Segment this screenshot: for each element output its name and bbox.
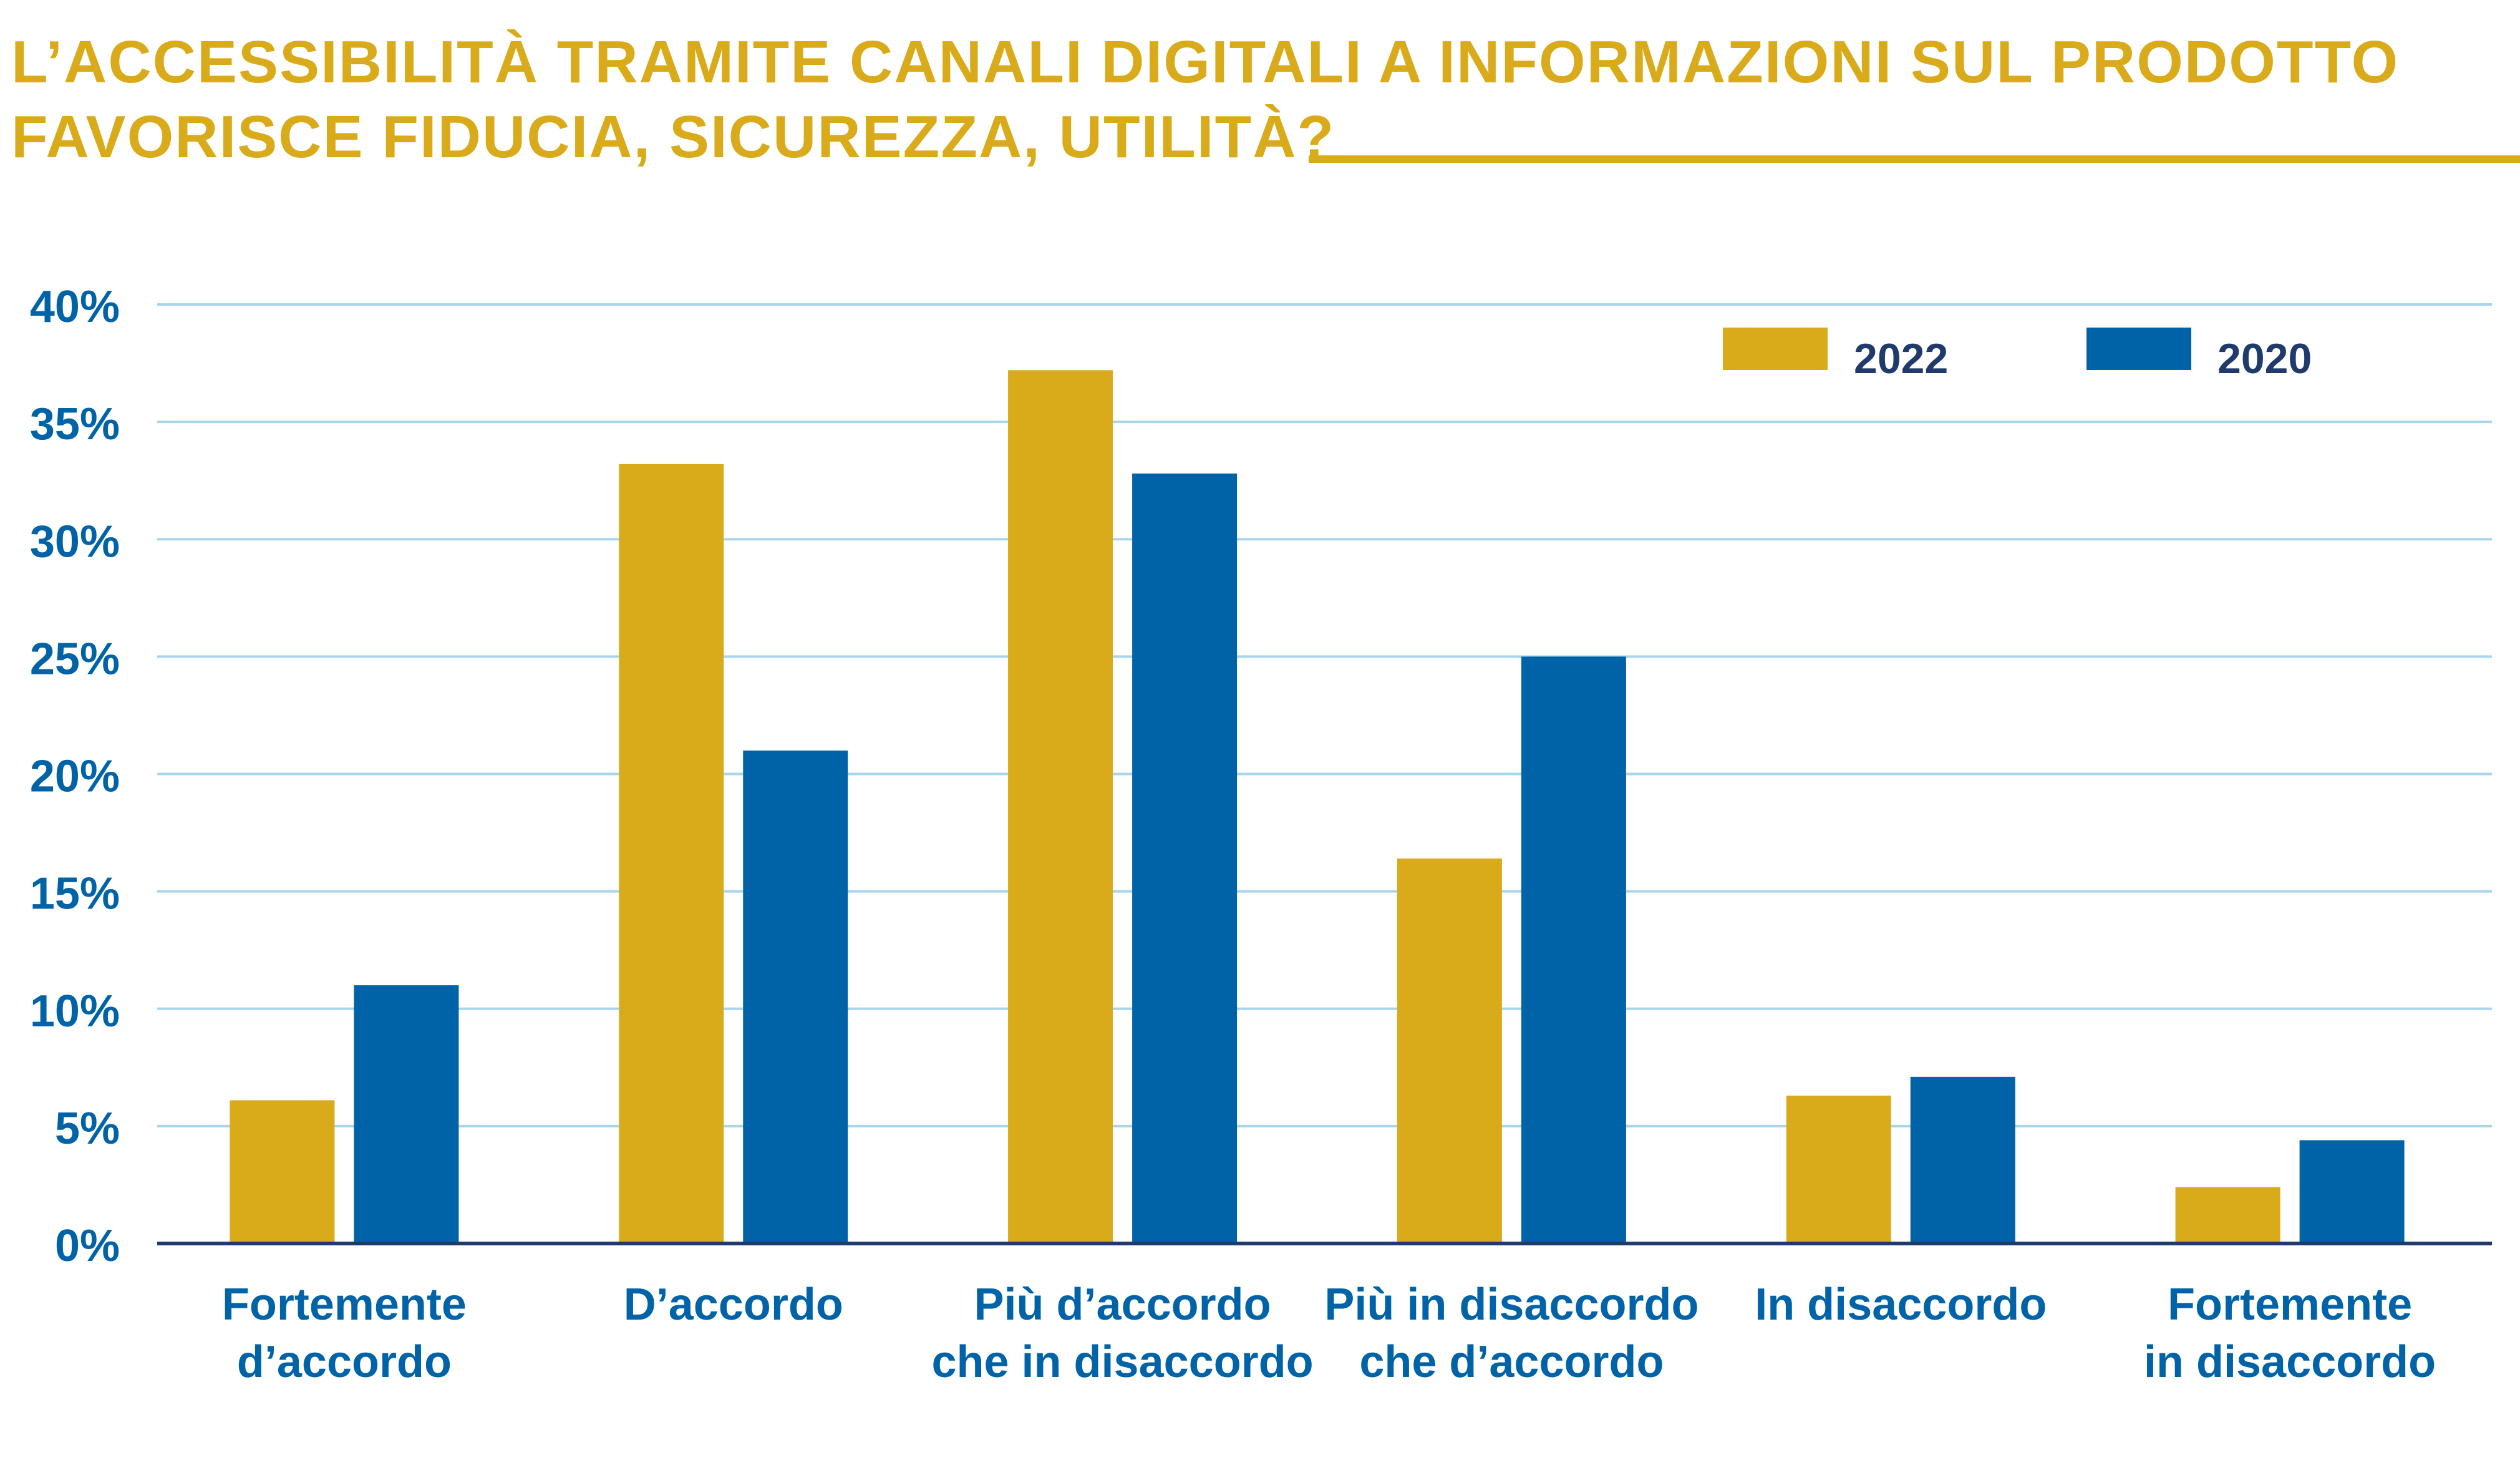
- y-tick-label: 5%: [55, 1104, 120, 1154]
- x-tick-label-line: che d’accordo: [1359, 1337, 1664, 1387]
- y-tick-label: 25%: [30, 634, 120, 684]
- y-axis-ticks: 0% 5% 10% 15% 20% 25% 30% 35% 40%: [30, 282, 120, 1271]
- bar-2020-5: [1910, 1076, 2015, 1243]
- chart-title-line-2: FAVORISCE FIDUCIA, SICUREZZA, UTILITÀ?: [11, 104, 1335, 170]
- legend-label-2022: 2022: [1854, 335, 1948, 382]
- x-tick-label-line: che in disaccordo: [931, 1337, 1313, 1387]
- bar-2022-4: [1397, 858, 1502, 1243]
- x-tick-label-line: Fortemente: [2168, 1280, 2412, 1330]
- x-tick-label: Fortemente d’accordo: [222, 1280, 467, 1387]
- x-tick-label-line: D’accordo: [624, 1280, 843, 1330]
- bar-2022-2: [619, 464, 724, 1243]
- chart-title: L’ACCESSIBILITÀ TRAMITE CANALI DIGITALI …: [11, 25, 2520, 175]
- bar-2022-5: [1786, 1095, 1891, 1243]
- y-tick-label: 40%: [30, 282, 120, 332]
- bar-2020-3: [1132, 473, 1238, 1243]
- y-tick-label: 10%: [30, 986, 120, 1036]
- x-tick-label-line: Più in disaccordo: [1324, 1280, 1699, 1330]
- x-tick-label-line: In disaccordo: [1755, 1280, 2047, 1330]
- x-tick-label-line: in disaccordo: [2144, 1337, 2436, 1387]
- legend: 2022 2020: [1723, 328, 2312, 382]
- legend-label-2020: 2020: [2217, 335, 2312, 382]
- bar-2020-6: [2299, 1140, 2405, 1243]
- x-tick-label: In disaccordo: [1755, 1280, 2047, 1330]
- legend-swatch-2020: [2086, 328, 2191, 370]
- x-axis-labels: Fortemente d’accordo D’accordo Più d’accord…: [222, 1280, 2436, 1387]
- chart-title-line-1: L’ACCESSIBILITÀ TRAMITE CANALI DIGITALI …: [11, 29, 2400, 95]
- bar-2020-4: [1521, 656, 1626, 1243]
- bar-2022-1: [230, 1100, 335, 1243]
- x-tick-label-line: Fortemente: [222, 1280, 467, 1330]
- y-tick-label: 20%: [30, 752, 120, 802]
- x-tick-label-line: d’accordo: [237, 1337, 452, 1387]
- x-tick-label: D’accordo: [624, 1280, 843, 1330]
- gridlines: [157, 303, 2492, 1127]
- y-tick-label: 35%: [30, 399, 120, 449]
- y-tick-label: 15%: [30, 869, 120, 919]
- bar-2020-2: [743, 750, 848, 1243]
- bar-2020-1: [354, 985, 459, 1243]
- x-tick-label: Più d’accordo che in disaccordo: [931, 1280, 1313, 1387]
- legend-swatch-2022: [1723, 328, 1828, 370]
- bar-2022-3: [1008, 370, 1113, 1243]
- bar-2022-6: [2175, 1187, 2280, 1243]
- x-tick-label: Più in disaccordo che d’accordo: [1324, 1280, 1699, 1387]
- x-tick-label: Fortemente in disaccordo: [2144, 1280, 2436, 1387]
- bars: [230, 370, 2405, 1243]
- y-tick-label: 0%: [55, 1221, 120, 1271]
- x-tick-label-line: Più d’accordo: [974, 1280, 1271, 1330]
- title-underline: [1309, 155, 2520, 163]
- y-tick-label: 30%: [30, 517, 120, 567]
